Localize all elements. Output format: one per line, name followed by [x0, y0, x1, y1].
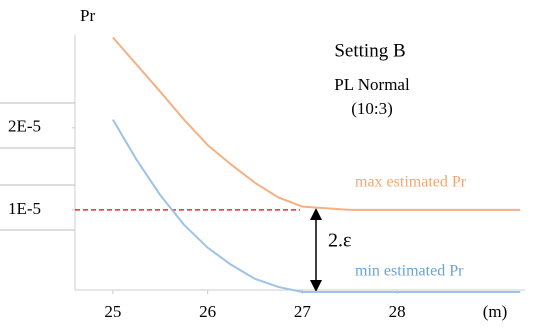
x-tick-label: 28 [389, 302, 406, 321]
chart-title: Setting B [334, 40, 405, 61]
annotation: 2.ε [328, 230, 351, 252]
series-line [112, 36, 521, 211]
series-line [112, 119, 521, 293]
x-tick-label: 25 [104, 302, 121, 321]
x-tick-label: 26 [199, 302, 216, 321]
subtitle: PL Normal [334, 75, 410, 94]
series-label: max estimated Pr [355, 174, 467, 191]
y-tick-label: 1E-5 [8, 199, 41, 218]
x-tick-label: 27 [294, 302, 312, 321]
subtitle: (10:3) [351, 99, 393, 118]
series-label: min estimated Pr [355, 263, 464, 280]
x-axis-label: (m) [483, 302, 508, 321]
y-tick-label: 2E-5 [8, 117, 41, 136]
y-axis-label: Pr [80, 6, 95, 25]
